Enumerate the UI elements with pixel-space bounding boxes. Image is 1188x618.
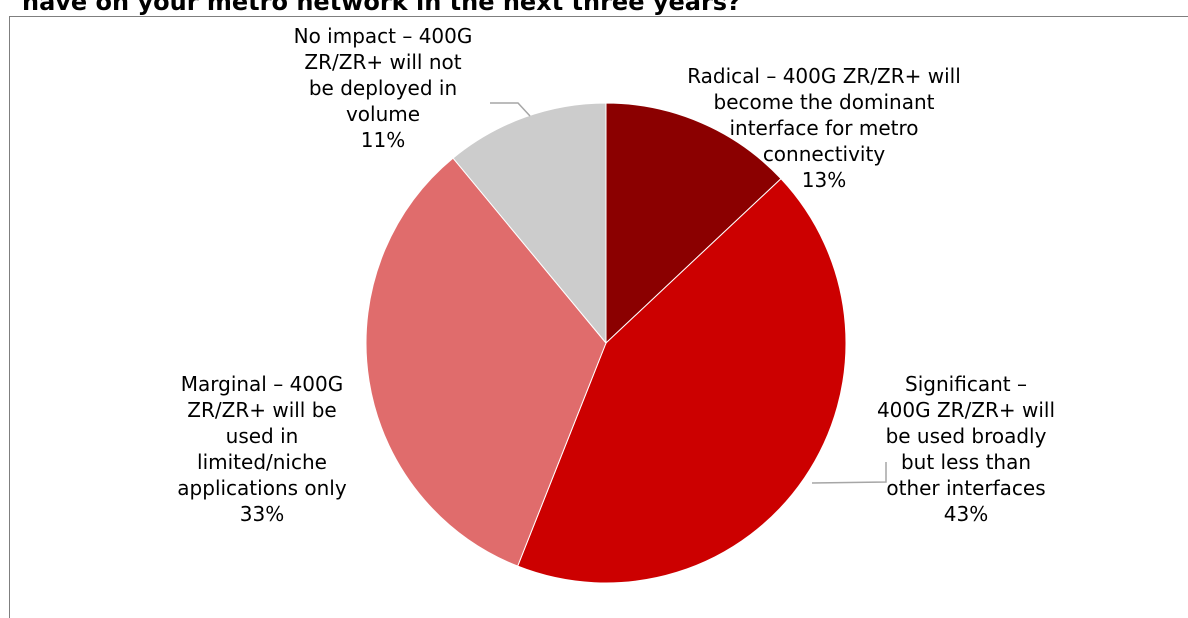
slice-label-line: Marginal – 400G — [181, 372, 344, 396]
slice-label-line: volume — [346, 102, 420, 126]
slice-label-line: interface for metro — [729, 116, 918, 140]
chart-title: have on your metro network in the next t… — [22, 0, 741, 16]
slice-label-line: become the dominant — [714, 90, 935, 114]
slice-label-1: Significant –400G ZR/ZR+ will be used bro… — [877, 372, 1055, 526]
slice-percent-2: 33% — [240, 502, 284, 526]
pie-slice-3 — [452, 102, 607, 345]
slice-label-line: Significant – — [905, 372, 1027, 396]
leader-line-3 — [490, 102, 531, 117]
pie-slice-1 — [517, 178, 847, 584]
plot-area — [9, 16, 1188, 618]
slice-label-0: Radical – 400G ZR/ZR+ will become the dom… — [687, 64, 961, 192]
slice-percent-0: 13% — [802, 168, 846, 192]
slice-label-line: No impact – 400G — [294, 24, 473, 48]
slice-percent-3: 11% — [361, 128, 405, 152]
slice-label-line: used in — [226, 424, 299, 448]
slice-label-line: ZR/ZR+ will not — [304, 50, 461, 74]
slice-label-3: No impact – 400G ZR/ZR+ will not be deploy… — [294, 24, 473, 152]
slice-label-line: 400G ZR/ZR+ will — [877, 398, 1055, 422]
slice-label-line: be used broadly — [886, 424, 1047, 448]
slice-label-line: ZR/ZR+ will be — [187, 398, 336, 422]
slice-label-line: other interfaces — [886, 476, 1045, 500]
leader-line-1 — [811, 462, 887, 484]
slice-percent-1: 43% — [944, 502, 988, 526]
pie-slice-0 — [605, 102, 782, 345]
slice-label-line: applications only — [177, 476, 347, 500]
pie-slice-2 — [365, 157, 607, 567]
slice-label-line: connectivity — [763, 142, 886, 166]
slice-label-line: be deployed in — [309, 76, 457, 100]
slice-label-line: limited/niche — [197, 450, 327, 474]
slice-label-line: but less than — [901, 450, 1031, 474]
slice-label-2: Marginal – 400G ZR/ZR+ will be used in limi… — [177, 372, 347, 526]
slice-label-line: Radical – 400G ZR/ZR+ will — [687, 64, 961, 88]
